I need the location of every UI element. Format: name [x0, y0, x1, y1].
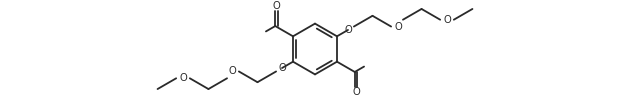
Text: O: O [273, 1, 280, 11]
Text: O: O [179, 73, 187, 83]
Text: O: O [278, 63, 286, 73]
Text: O: O [443, 15, 451, 25]
Text: O: O [228, 66, 236, 76]
Text: O: O [394, 22, 402, 32]
Text: O: O [352, 87, 360, 97]
Text: O: O [344, 25, 352, 35]
